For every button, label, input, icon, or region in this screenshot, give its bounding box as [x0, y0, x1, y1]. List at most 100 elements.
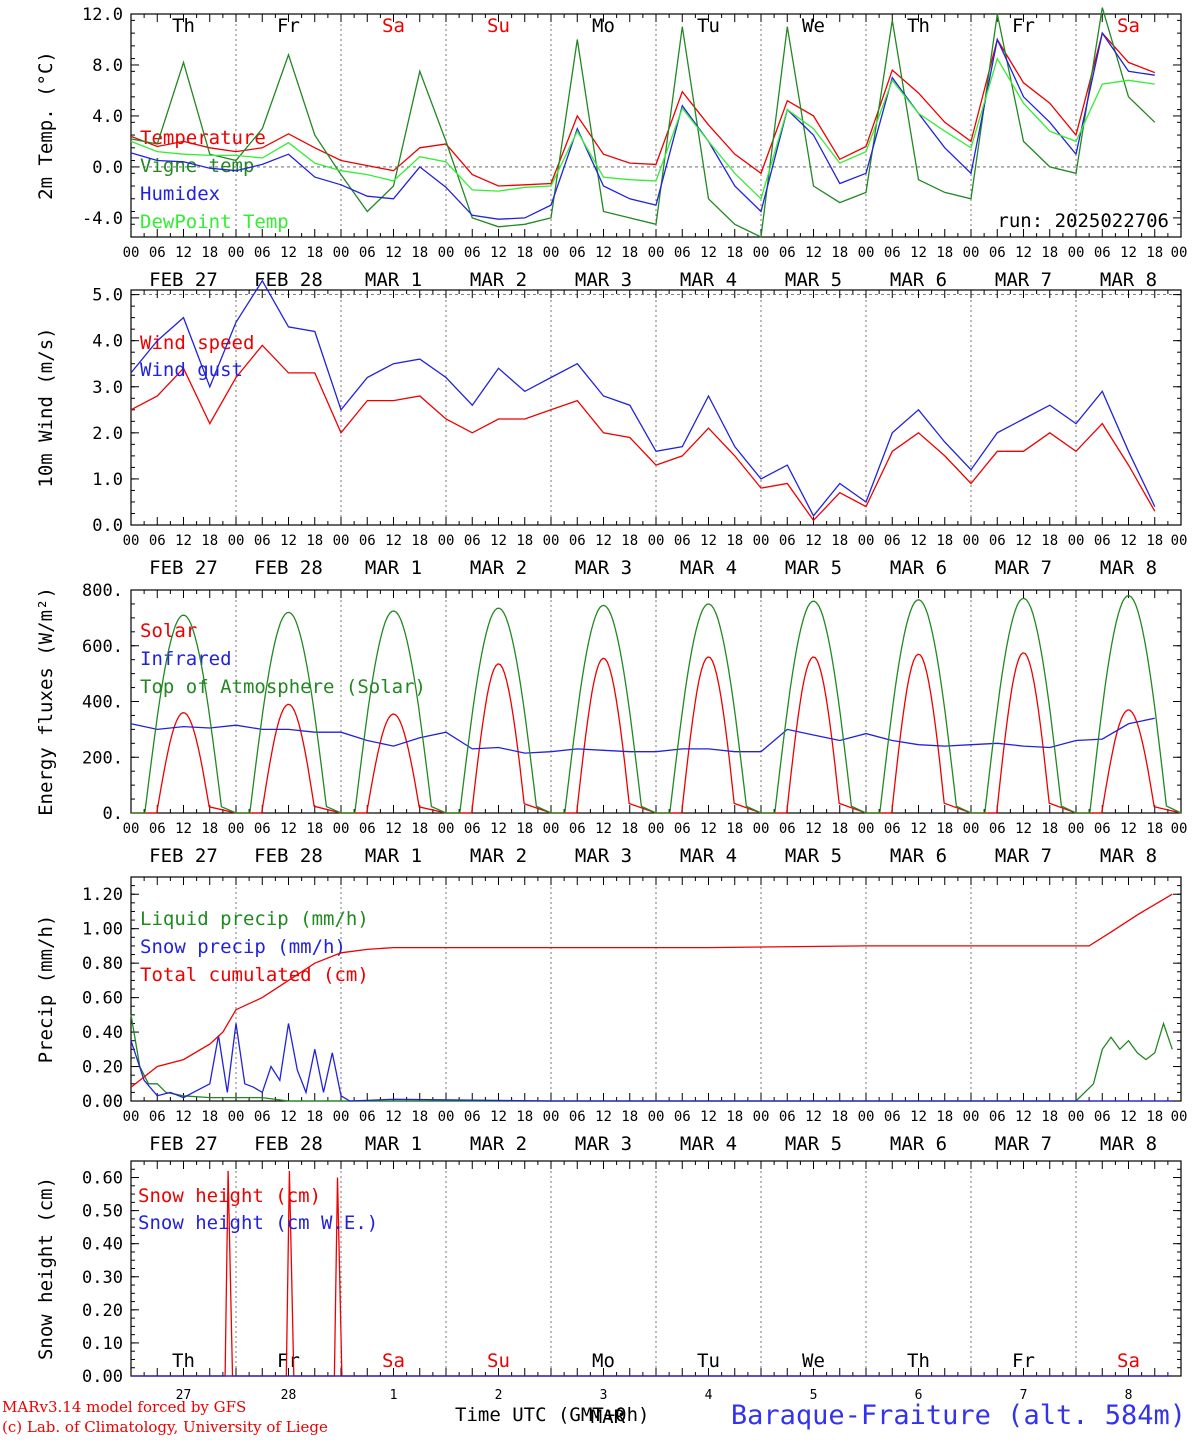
credit-line-2: (c) Lab. of Climatology, University of L… — [2, 1418, 328, 1436]
hour-tick-label: 06 — [674, 1109, 691, 1125]
series-line-humidex — [130, 31, 1155, 220]
date-label: MAR 7 — [995, 557, 1052, 579]
month-label: MAR — [591, 1406, 626, 1428]
hour-tick-label: 06 — [359, 1109, 376, 1125]
series-line-wind-speed — [130, 344, 1156, 522]
legend-entry: Total cumulated (cm) — [140, 964, 369, 986]
date-label: MAR 1 — [365, 845, 422, 867]
hour-tick-label: 00 — [753, 1109, 770, 1125]
date-label: FEB 27 — [149, 1133, 218, 1155]
hour-tick-label: 00 — [228, 245, 245, 261]
hour-tick-label: 12 — [1015, 533, 1032, 549]
date-label: MAR 2 — [470, 557, 527, 579]
day-number-label: 28 — [281, 1388, 297, 1403]
hour-tick-label: 18 — [621, 1109, 638, 1125]
hour-tick-label: 18 — [1041, 1109, 1058, 1125]
date-label: MAR 8 — [1100, 845, 1157, 867]
weekday-label: Su — [487, 15, 510, 37]
weekday-label: Th — [907, 1350, 930, 1372]
panel-flux: 800. 600. 400. 200. 0. Energy fluxes (W/m²) 00… — [35, 581, 1187, 867]
hour-tick-label: 00 — [753, 533, 770, 549]
legend-entry: Humidex — [140, 183, 220, 205]
hour-tick-label: 12 — [175, 533, 192, 549]
hour-tick-label: 18 — [1146, 821, 1163, 837]
hour-tick-label: 00 — [543, 1109, 560, 1125]
hour-tick-label: 06 — [989, 245, 1006, 261]
hour-tick-label: 18 — [831, 533, 848, 549]
hour-tick-label: 06 — [254, 245, 271, 261]
hour-tick-label: 06 — [254, 533, 271, 549]
y-tick-label: 600. — [82, 637, 123, 657]
hour-tick-label: 12 — [385, 1109, 402, 1125]
date-label: MAR 4 — [680, 269, 737, 291]
hour-tick-label: 00 — [1171, 533, 1188, 549]
y-tick-label: 5.0 — [92, 286, 123, 306]
legend-entry: Wind gust — [140, 359, 243, 381]
hour-tick-label: 18 — [936, 1109, 953, 1125]
series-line-temperature — [130, 31, 1156, 187]
hour-tick-label: 06 — [674, 821, 691, 837]
hour-tick-label: 06 — [884, 1109, 901, 1125]
hour-tick-label: 06 — [1094, 821, 1111, 837]
y-axis-label: Energy fluxes (W/m²) — [35, 587, 57, 816]
date-label: MAR 1 — [365, 269, 422, 291]
hour-tick-label: 06 — [779, 1109, 796, 1125]
hour-tick-label: 18 — [411, 533, 428, 549]
hour-tick-label: 12 — [490, 821, 507, 837]
hour-tick-label: 00 — [858, 1109, 875, 1125]
weekday-label: Fr — [1012, 1350, 1035, 1372]
y-tick-label: 0.30 — [82, 1268, 123, 1288]
weekday-label: Sa — [1117, 1350, 1140, 1372]
hour-tick-label: 00 — [333, 533, 350, 549]
y-tick-label: 4.0 — [92, 107, 123, 127]
hour-tick-label: 00 — [858, 821, 875, 837]
hour-tick-label: 06 — [989, 821, 1006, 837]
hour-tick-label: 18 — [831, 1109, 848, 1125]
hour-tick-label: 00 — [333, 821, 350, 837]
series-line-total-cumulated-cm- — [130, 893, 1173, 1088]
date-label: MAR 4 — [680, 845, 737, 867]
hour-tick-label: 12 — [175, 821, 192, 837]
hour-tick-label: 00 — [648, 533, 665, 549]
hour-tick-label: 18 — [201, 245, 218, 261]
day-number-label: 6 — [915, 1388, 923, 1403]
date-label: MAR 6 — [890, 1133, 947, 1155]
hour-tick-label: 06 — [989, 533, 1006, 549]
date-label: FEB 27 — [149, 845, 218, 867]
weekday-label: Mo — [592, 15, 615, 37]
date-label: MAR 5 — [785, 845, 842, 867]
hour-tick-label: 12 — [805, 533, 822, 549]
date-label: MAR 2 — [470, 845, 527, 867]
legend-entry: Snow height (cm W.E.) — [138, 1212, 378, 1234]
hour-tick-label: 18 — [306, 821, 323, 837]
date-label: FEB 28 — [254, 845, 323, 867]
hour-tick-label: 18 — [1041, 533, 1058, 549]
hour-tick-label: 00 — [963, 533, 980, 549]
weekday-label: Th — [907, 15, 930, 37]
weekday-label: Tu — [697, 1350, 720, 1372]
legend-entry: Top of Atmosphere (Solar) — [140, 676, 426, 698]
hour-tick-label: 12 — [1120, 821, 1137, 837]
weekday-label: Sa — [382, 15, 405, 37]
hour-tick-label: 18 — [621, 245, 638, 261]
y-axis-label: 10m Wind (m/s) — [35, 327, 57, 487]
hour-tick-label: 18 — [306, 245, 323, 261]
date-label: MAR 8 — [1100, 557, 1157, 579]
date-label: MAR 1 — [365, 1133, 422, 1155]
hour-tick-label: 06 — [149, 821, 166, 837]
hour-tick-label: 00 — [543, 533, 560, 549]
weekday-label: Tu — [697, 15, 720, 37]
hour-tick-label: 12 — [700, 533, 717, 549]
weekday-label: Fr — [277, 15, 300, 37]
hour-tick-label: 12 — [1120, 533, 1137, 549]
hour-tick-label: 18 — [726, 533, 743, 549]
hour-tick-label: 00 — [123, 533, 140, 549]
hour-tick-label: 06 — [779, 533, 796, 549]
y-tick-label: 1.00 — [82, 920, 123, 940]
date-label: MAR 3 — [575, 269, 632, 291]
date-label: MAR 6 — [890, 269, 947, 291]
hour-tick-label: 06 — [569, 821, 586, 837]
series-line-snow-height-cm- — [131, 1170, 1173, 1377]
hour-tick-label: 06 — [884, 245, 901, 261]
